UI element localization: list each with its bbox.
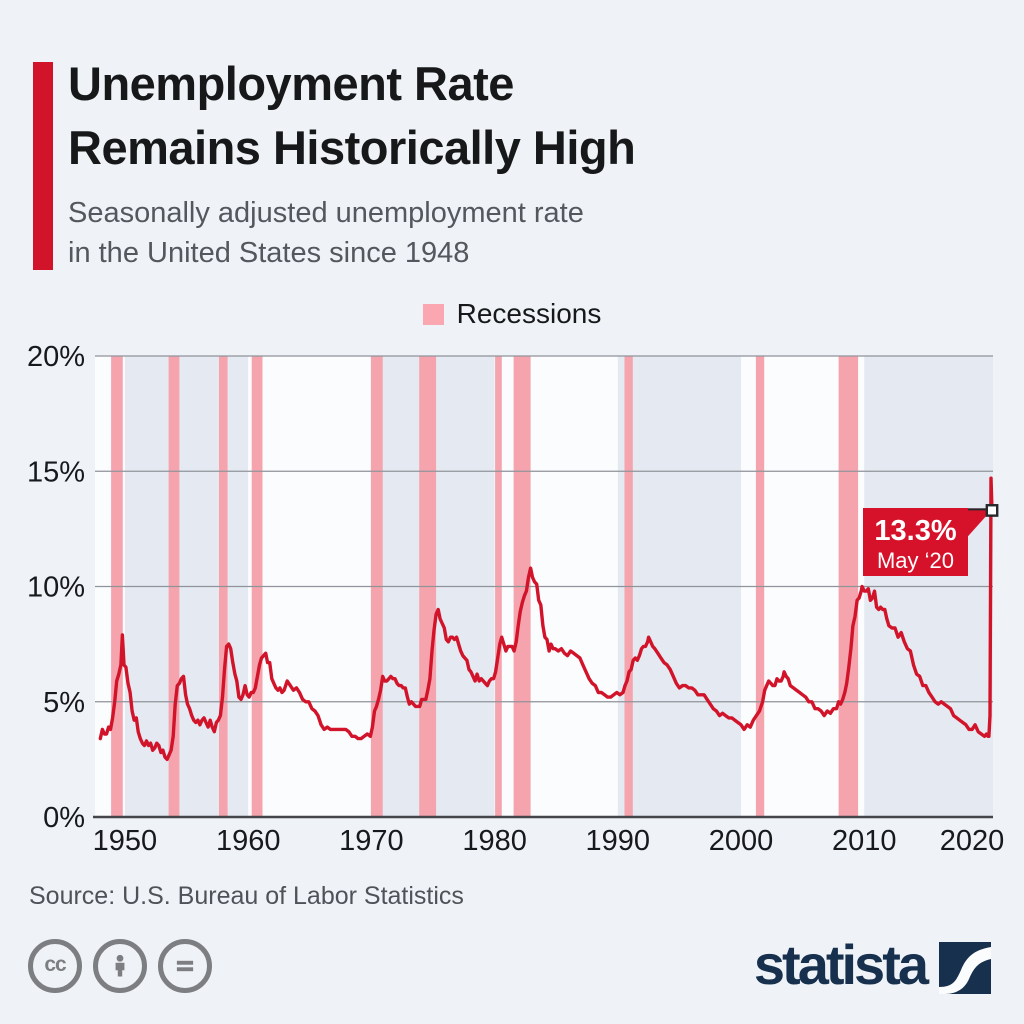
title-accent-bar bbox=[33, 62, 53, 270]
unemployment-line bbox=[98, 476, 994, 762]
annotation-callout: 13.3% May ‘20 bbox=[863, 508, 968, 576]
statista-logo-icon bbox=[939, 942, 991, 994]
x-tick-label: 1960 bbox=[216, 825, 281, 857]
data-point-marker bbox=[985, 504, 999, 517]
legend-label: Recessions bbox=[456, 298, 602, 329]
cc-icon: cc bbox=[28, 939, 82, 993]
y-tick-label: 0% bbox=[43, 802, 85, 834]
y-tick-label: 5% bbox=[43, 687, 85, 719]
subtitle-line-1: Seasonally adjusted unemployment rate bbox=[68, 197, 584, 229]
x-tick-label: 1950 bbox=[93, 825, 158, 857]
equals-icon bbox=[158, 939, 212, 993]
source-text: Source: U.S. Bureau of Labor Statistics bbox=[29, 882, 464, 910]
license-icons: cc bbox=[28, 939, 212, 993]
title-line-2: Remains Historically High bbox=[68, 121, 636, 174]
page-subtitle: Seasonally adjusted unemployment rate in… bbox=[68, 193, 584, 273]
x-tick-label: 1970 bbox=[339, 825, 404, 857]
y-tick-label: 10% bbox=[27, 572, 85, 604]
annotation-value: 13.3% bbox=[874, 515, 957, 547]
y-tick-label: 15% bbox=[27, 456, 85, 488]
x-tick-label: 1980 bbox=[462, 825, 527, 857]
x-tick-label: 2010 bbox=[832, 825, 897, 857]
x-tick-label: 2020 bbox=[940, 825, 1005, 857]
legend: Recessions bbox=[0, 298, 1024, 330]
statista-wordmark: statista bbox=[753, 933, 929, 996]
callout-pointer bbox=[967, 508, 993, 538]
page-title: Unemployment Rate Remains Historically H… bbox=[68, 52, 636, 180]
x-tick-label: 1990 bbox=[586, 825, 651, 857]
annotation-date: May ‘20 bbox=[876, 548, 955, 573]
recession-swatch-icon bbox=[422, 303, 444, 325]
x-tick-label: 2000 bbox=[709, 825, 774, 857]
subtitle-line-2: in the United States since 1948 bbox=[68, 237, 470, 269]
y-tick-label: 20% bbox=[27, 341, 85, 373]
statista-logo: statista bbox=[754, 936, 991, 994]
attribution-icon bbox=[93, 939, 147, 993]
title-line-1: Unemployment Rate bbox=[68, 57, 514, 110]
